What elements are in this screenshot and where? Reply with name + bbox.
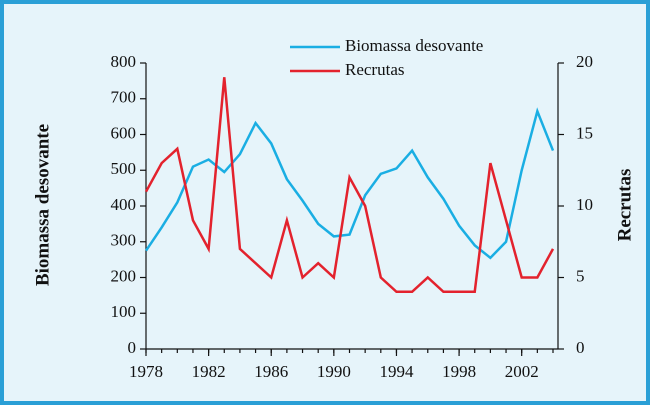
y-tick-label: 200	[111, 266, 137, 285]
y2-tick-label: 15	[576, 123, 593, 142]
y-tick-label: 400	[111, 195, 137, 214]
y-tick-label: 500	[111, 159, 137, 178]
x-tick-label: 1982	[192, 362, 226, 381]
y-tick-label: 100	[111, 302, 137, 321]
y2-tick-label: 5	[576, 266, 585, 285]
x-tick-label: 1998	[442, 362, 476, 381]
y-tick-label: 600	[111, 123, 137, 142]
y-axis-label: Biomassa desovante	[32, 124, 53, 286]
series-line	[144, 107, 555, 260]
x-tick-label: 1986	[254, 362, 288, 381]
y2-tick-label: 10	[576, 195, 593, 214]
y2-tick-label: 20	[576, 52, 593, 71]
y2-tick-label: 0	[576, 338, 585, 357]
x-tick-label: 2002	[505, 362, 539, 381]
y-tick-label: 300	[111, 231, 137, 250]
legend-label: Biomassa desovante	[345, 36, 483, 55]
legend-label: Recrutas	[345, 60, 404, 79]
y-tick-label: 0	[128, 338, 137, 357]
y-tick-label: 700	[111, 88, 137, 107]
y-tick-label: 800	[111, 52, 137, 71]
x-tick-label: 1994	[379, 362, 414, 381]
x-tick-label: 1978	[129, 362, 163, 381]
y2-axis-label: Recrutas	[614, 169, 635, 242]
series-line	[144, 77, 555, 294]
x-tick-label: 1990	[317, 362, 351, 381]
